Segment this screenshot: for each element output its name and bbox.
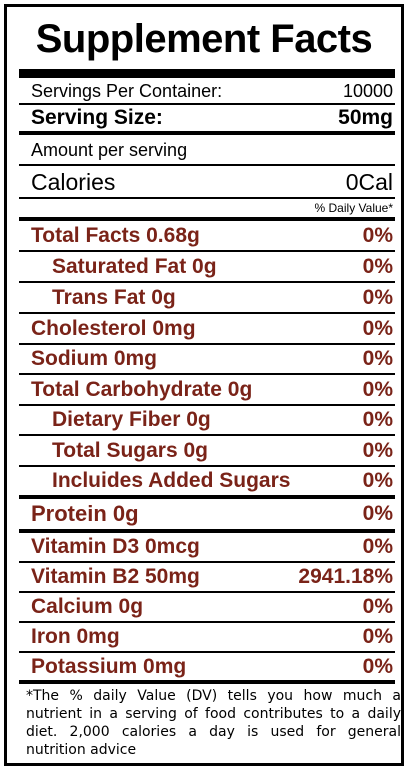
divider [19,404,395,406]
daily-value-footnote: *The % daily Value (DV) tells you how mu… [26,688,401,758]
nutrient-label: Iron 0mg [31,625,120,648]
divider-medium [19,529,395,533]
nutrient-label: Saturated Fat 0g [52,254,217,278]
nutrient-dv: 0% [362,347,393,370]
nutrient-dv: 0% [362,285,393,309]
divider-medium [19,680,395,684]
nutrient-row-total-carbohydrate: Total Carbohydrate 0g 0% [31,375,393,404]
servings-per-container-value: 10000 [342,80,393,101]
nutrient-row-sodium: Sodium 0mg 0% [31,345,393,373]
nutrient-row-cholesterol: Cholesterol 0mg 0% [31,314,393,343]
panel-title: Supplement Facts [35,17,373,61]
amount-per-serving-label: Amount per serving [31,139,188,160]
nutrient-row-total-sugars: Total Sugars 0g 0% [31,436,393,465]
divider [19,465,395,467]
nutrient-dv: 0% [362,535,393,558]
serving-size-label: Serving Size: [31,106,163,129]
nutrient-dv: 0% [362,408,393,431]
nutrient-row-vitamin-d3: Vitamin D3 0mcg 0% [31,533,393,561]
amount-per-serving-row: Amount per serving [31,137,393,163]
divider [19,343,395,345]
nutrient-dv: 2941.18% [298,565,393,588]
divider [19,373,395,375]
nutrient-dv: 0% [362,469,393,492]
nutrient-dv: 0% [362,625,393,648]
divider [19,621,395,623]
nutrient-dv: 0% [362,377,393,401]
nutrient-row-trans-fat: Trans Fat 0g 0% [31,283,393,312]
divider [19,434,395,436]
nutrient-label: Total Carbohydrate 0g [31,377,253,401]
divider [19,591,395,593]
serving-size-row: Serving Size: 50mg [31,105,393,131]
divider [19,281,395,283]
nutrient-label: Cholesterol 0mg [31,316,196,340]
servings-per-container-label: Servings Per Container: [31,80,223,101]
divider [19,103,395,105]
servings-per-container-row: Servings Per Container: 10000 [31,79,393,103]
nutrient-dv: 0% [362,438,393,462]
nutrient-label: Dietary Fiber 0g [52,408,211,431]
nutrient-dv: 0% [362,223,393,247]
calories-row: Calories 0Cal [31,167,393,197]
nutrient-label: Potassium 0mg [31,655,187,678]
protein-label: Protein 0g [31,501,139,526]
nutrient-row-vitamin-b2: Vitamin B2 50mg 2941.18% [31,563,393,591]
divider-thick [19,69,395,78]
nutrient-row-protein: Protein 0g 0% [31,499,393,529]
nutrient-label: Trans Fat 0g [52,285,176,309]
divider-medium [19,495,395,499]
nutrient-row-potassium: Potassium 0mg 0% [31,653,393,681]
nutrient-row-saturated-fat: Saturated Fat 0g 0% [31,252,393,281]
nutrient-row-calcium: Calcium 0g 0% [31,593,393,621]
divider [19,164,395,166]
daily-value-header: % Daily Value* [314,200,393,215]
supplement-facts-panel: Supplement Facts Servings Per Container:… [4,4,404,766]
divider [19,312,395,314]
nutrient-row-dietary-fiber: Dietary Fiber 0g 0% [31,406,393,434]
nutrient-dv: 0% [362,595,393,618]
nutrient-row-iron: Iron 0mg 0% [31,623,393,651]
calories-value: 0Cal [345,168,393,195]
nutrient-label: Vitamin D3 0mcg [31,535,200,558]
nutrient-label: Protein 0g [31,501,139,527]
divider [19,651,395,653]
nutrient-label: Vitamin B2 50mg [31,565,200,588]
nutrient-dv: 0% [362,254,393,278]
nutrient-row-total-facts: Total Facts 0.68g 0% [31,221,393,250]
divider [19,561,395,563]
nutrient-dv: 0% [362,316,393,340]
divider-medium [19,131,395,135]
divider [19,197,395,199]
nutrient-label: Calcium 0g [31,595,144,618]
nutrient-label: Sodium 0mg [31,347,158,370]
calories-label: Calories [31,168,116,195]
divider [19,250,395,252]
nutrient-dv: 0% [362,655,393,678]
nutrient-dv: 0% [362,502,393,525]
nutrient-row-added-sugars: Incluides Added Sugars 0% [31,467,393,495]
nutrient-label: Total Sugars 0g [52,438,208,462]
nutrient-label: Incluides Added Sugars [52,469,291,492]
daily-value-header-row: % Daily Value* [31,199,393,216]
nutrient-label: Total Facts 0.68g [31,223,200,247]
serving-size-value: 50mg [338,106,393,129]
divider-medium [19,217,395,221]
